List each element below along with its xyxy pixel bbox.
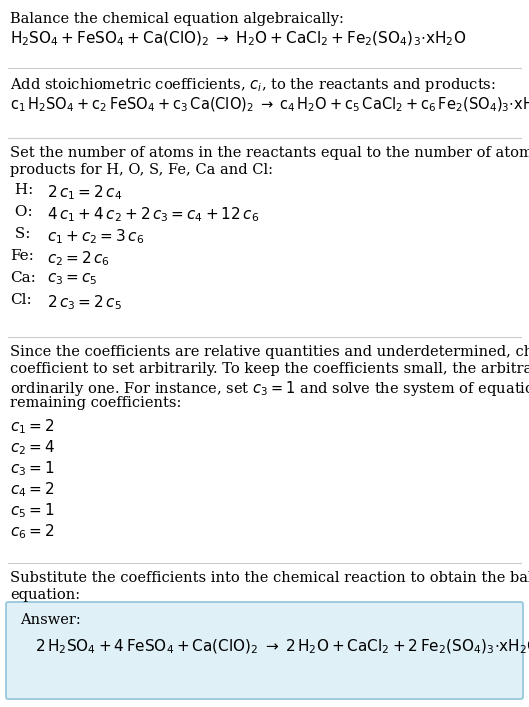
Text: Add stoichiometric coefficients, $c_i$, to the reactants and products:: Add stoichiometric coefficients, $c_i$, … (10, 76, 496, 94)
Text: $\mathrm{2\,H_2SO_4 + 4\,FeSO_4 + Ca(ClO)_2 \;\rightarrow\; 2\,H_2O + CaCl_2 + 2: $\mathrm{2\,H_2SO_4 + 4\,FeSO_4 + Ca(ClO… (35, 638, 529, 656)
Text: H:: H: (10, 183, 33, 197)
Text: Balance the chemical equation algebraically:: Balance the chemical equation algebraica… (10, 12, 344, 26)
FancyBboxPatch shape (6, 602, 523, 699)
Text: $c_1 + c_2 = 3\,c_6$: $c_1 + c_2 = 3\,c_6$ (47, 227, 144, 246)
Text: $c_3 = c_5$: $c_3 = c_5$ (47, 271, 97, 287)
Text: $c_5 = 1$: $c_5 = 1$ (10, 501, 54, 520)
Text: $c_3 = 1$: $c_3 = 1$ (10, 459, 54, 478)
Text: Ca:: Ca: (10, 271, 36, 285)
Text: $c_6 = 2$: $c_6 = 2$ (10, 522, 54, 541)
Text: equation:: equation: (10, 588, 80, 602)
Text: Since the coefficients are relative quantities and underdetermined, choose a: Since the coefficients are relative quan… (10, 345, 529, 359)
Text: $c_1 = 2$: $c_1 = 2$ (10, 417, 54, 436)
Text: S:: S: (10, 227, 31, 241)
Text: $4\,c_1 + 4\,c_2 + 2\,c_3 = c_4 + 12\,c_6$: $4\,c_1 + 4\,c_2 + 2\,c_3 = c_4 + 12\,c_… (47, 205, 259, 223)
Text: coefficient to set arbitrarily. To keep the coefficients small, the arbitrary va: coefficient to set arbitrarily. To keep … (10, 362, 529, 376)
Text: $\mathrm{H_2SO_4 + FeSO_4 + Ca(ClO)_2 \;\rightarrow\; H_2O + CaCl_2 + Fe_2(SO_4): $\mathrm{H_2SO_4 + FeSO_4 + Ca(ClO)_2 \;… (10, 30, 466, 48)
Text: $c_2 = 4$: $c_2 = 4$ (10, 438, 55, 457)
Text: $c_2 = 2\,c_6$: $c_2 = 2\,c_6$ (47, 249, 110, 268)
Text: remaining coefficients:: remaining coefficients: (10, 396, 181, 410)
Text: Substitute the coefficients into the chemical reaction to obtain the balanced: Substitute the coefficients into the che… (10, 571, 529, 585)
Text: Answer:: Answer: (20, 613, 81, 627)
Text: $2\,c_1 = 2\,c_4$: $2\,c_1 = 2\,c_4$ (47, 183, 122, 201)
Text: $c_4 = 2$: $c_4 = 2$ (10, 480, 54, 498)
Text: $2\,c_3 = 2\,c_5$: $2\,c_3 = 2\,c_5$ (47, 293, 122, 312)
Text: Fe:: Fe: (10, 249, 34, 263)
Text: ordinarily one. For instance, set $c_3 = 1$ and solve the system of equations fo: ordinarily one. For instance, set $c_3 =… (10, 379, 529, 398)
Text: $\mathrm{c_1\,H_2SO_4 + c_2\,FeSO_4 + c_3\,Ca(ClO)_2 \;\rightarrow\; c_4\,H_2O +: $\mathrm{c_1\,H_2SO_4 + c_2\,FeSO_4 + c_… (10, 96, 529, 115)
Text: Set the number of atoms in the reactants equal to the number of atoms in the: Set the number of atoms in the reactants… (10, 146, 529, 160)
Text: products for H, O, S, Fe, Ca and Cl:: products for H, O, S, Fe, Ca and Cl: (10, 163, 273, 177)
Text: O:: O: (10, 205, 33, 219)
Text: Cl:: Cl: (10, 293, 32, 307)
